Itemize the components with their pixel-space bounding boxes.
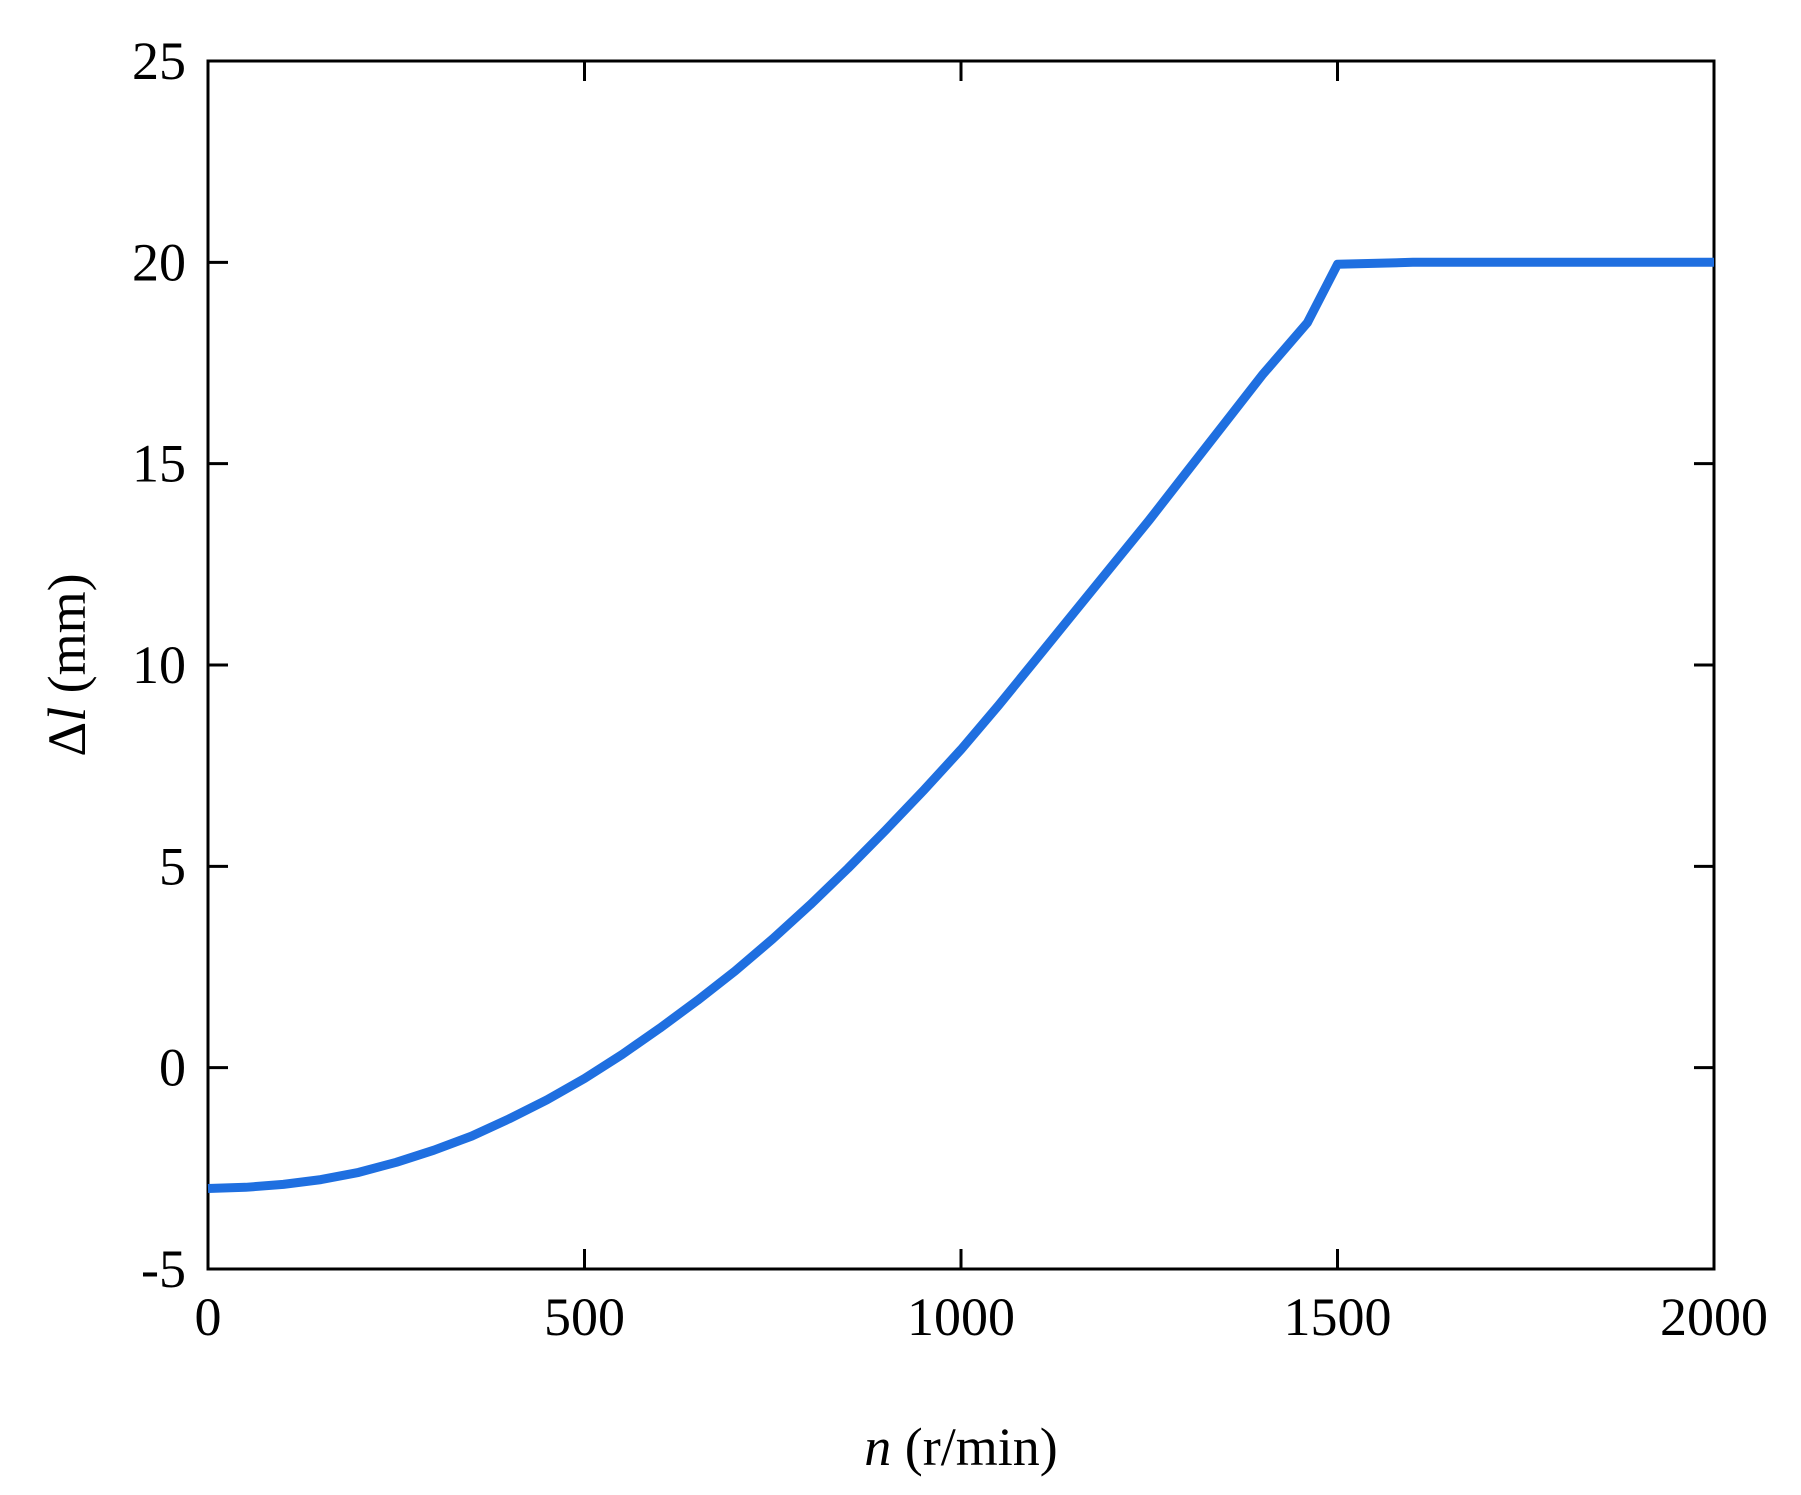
y-axis-delta-symbol: Δ: [37, 722, 97, 757]
y-axis-unit: (mm): [37, 573, 97, 706]
x-tick-label: 2000: [1660, 1287, 1768, 1347]
x-axis-variable: n: [864, 1417, 891, 1477]
y-tick-label: -5: [141, 1239, 186, 1299]
plot-area: [206, 59, 1716, 1271]
y-tick-label: 15: [132, 434, 186, 494]
x-axis-unit: (r/min): [891, 1417, 1057, 1477]
x-tick-label: 1000: [907, 1287, 1015, 1347]
y-tick-label: 5: [159, 836, 186, 896]
y-tick-label: 25: [132, 31, 186, 91]
x-tick-label: 1500: [1284, 1287, 1392, 1347]
x-tick-label: 500: [544, 1287, 625, 1347]
x-axis-label: n (r/min): [864, 1417, 1057, 1477]
y-tick-label: 20: [132, 232, 186, 292]
series-line: [207, 257, 1714, 1193]
x-tick-labels: 0 500 1000 1500 2000: [195, 1287, 1769, 1347]
y-tick-label: 0: [159, 1038, 186, 1098]
axis-ticks: [208, 61, 1714, 1269]
y-tick-label: 10: [132, 635, 186, 695]
x-tick-label: 0: [195, 1287, 222, 1347]
y-axis-label: Δl (mm): [37, 573, 97, 756]
plot-frame: [206, 59, 1716, 1271]
y-tick-labels: -5 0 5 10 15 20 25: [132, 31, 186, 1299]
y-axis-variable: l: [37, 707, 97, 722]
